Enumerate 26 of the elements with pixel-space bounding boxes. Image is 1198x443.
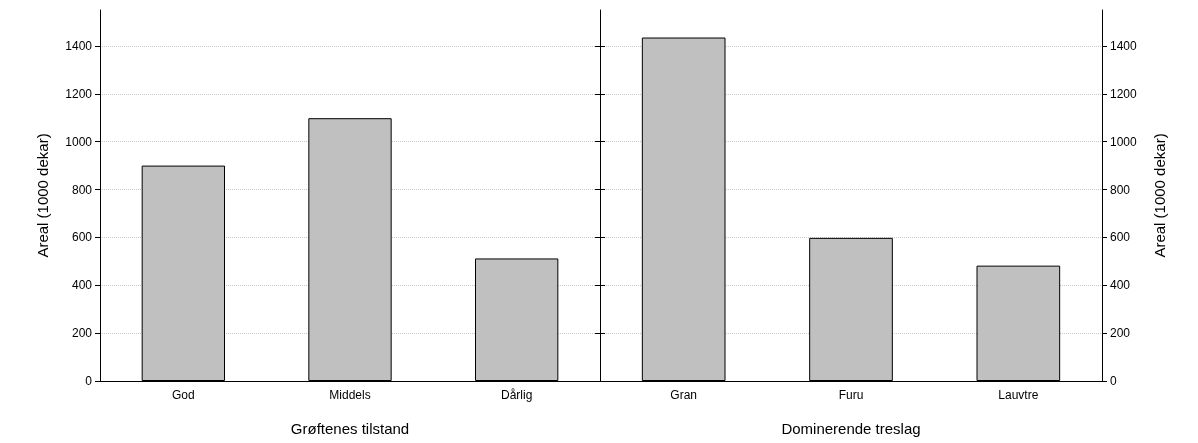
x-tick-label: Lauvtre — [998, 388, 1039, 402]
y-tick-label: 600 — [71, 230, 93, 245]
y-tick-label: 800 — [71, 182, 93, 197]
y-axis-title: Areal (1000 dekar) — [34, 133, 51, 258]
x-tick-label: Dårlig — [500, 388, 533, 402]
y-tick-label: 1200 — [65, 86, 93, 101]
y2-tick-label: 800 — [1110, 182, 1131, 197]
y2-tick-label: 1000 — [1110, 134, 1138, 149]
x-tick-label: Middels — [329, 388, 371, 402]
y2-tick-label: 1400 — [1110, 38, 1138, 53]
y2-tick-label: 200 — [1110, 326, 1131, 341]
y-tick-label: 0 — [85, 374, 93, 388]
y2-tick-label: 0 — [1110, 374, 1117, 388]
y2-tick-label: 400 — [1110, 278, 1131, 293]
y2-axis-title: Areal (1000 dekar) — [1151, 133, 1168, 258]
y2-tick-label: 1200 — [1110, 86, 1138, 101]
y-tick-label: 1400 — [65, 38, 93, 53]
x-axis-title: Dominerende treslag — [781, 420, 921, 437]
y-tick-label: 1000 — [65, 134, 93, 149]
y-tick-label: 200 — [71, 326, 93, 341]
x-tick-label: God — [171, 388, 195, 402]
y2-tick-label: 600 — [1110, 230, 1131, 245]
y-tick-label: 400 — [71, 278, 93, 293]
x-axis-title: Grøftenes tilstand — [290, 420, 410, 437]
x-tick-label: Furu — [838, 388, 864, 402]
x-tick-label: Gran — [670, 388, 698, 402]
